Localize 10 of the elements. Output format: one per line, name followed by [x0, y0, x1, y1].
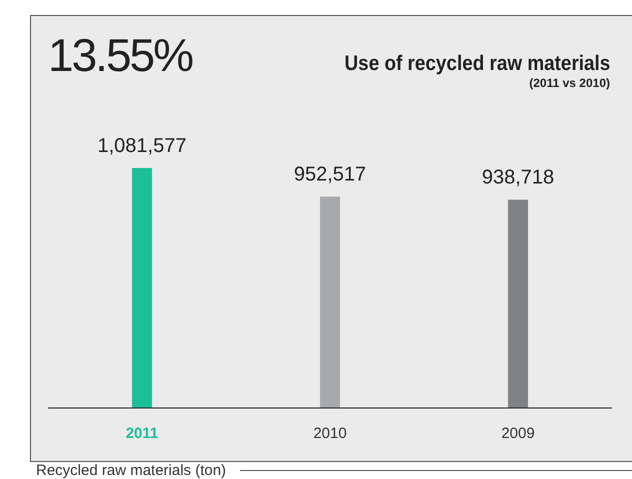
chart-title: Use of recycled raw materials [344, 52, 610, 76]
data-label: 952,517 [294, 164, 366, 186]
text: Recycled raw materials (ton) [35, 462, 228, 479]
x-tick-label: 2011 [126, 425, 158, 442]
text: 13.55% [48, 28, 192, 82]
chart-subtitle: (2011 vs 2010) [528, 76, 610, 90]
data-label: 1,081,577 [98, 135, 186, 157]
x-tick-label: 2010 [313, 425, 347, 442]
data-label: 938,718 [482, 166, 554, 189]
x-tick-label: 2009 [501, 425, 535, 442]
